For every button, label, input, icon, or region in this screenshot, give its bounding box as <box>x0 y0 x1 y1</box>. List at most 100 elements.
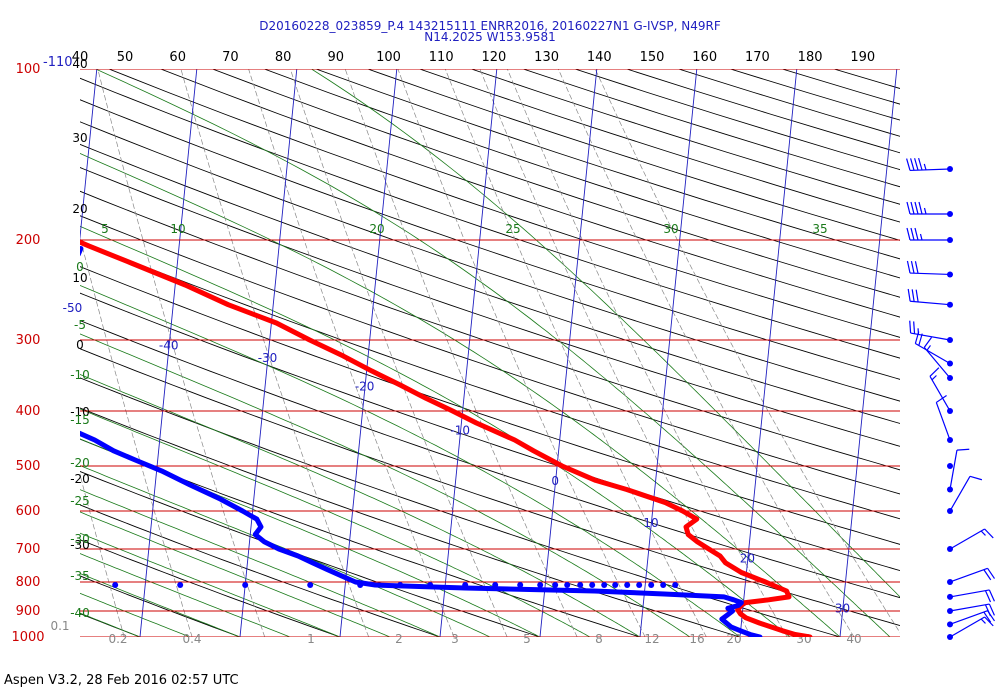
left-axis-label: -30 <box>70 538 90 552</box>
pressure-label: 500 <box>16 459 41 474</box>
mixing-ratio-line <box>97 69 266 637</box>
dry-adiabat <box>212 69 900 298</box>
mixing-ratio-label: 20 <box>726 632 741 646</box>
chart-title-line-1: D20160228_023859_P.4 143215111 ENRR2016,… <box>259 19 721 33</box>
mixing-ratio-label: 0.1 <box>50 619 69 633</box>
left-axis-label: 0 <box>76 338 84 352</box>
left-axis-label: 20 <box>72 202 87 216</box>
dewpoint-point <box>564 582 571 589</box>
dry-adiabat <box>80 407 741 637</box>
mixing-ratio-line <box>248 69 455 637</box>
temperature-series <box>80 239 813 637</box>
left-axis-label: -10 <box>70 368 90 382</box>
left-axis-label: -40 <box>70 606 90 620</box>
wind-barb <box>947 603 995 617</box>
isotherm <box>139 69 198 637</box>
moist-adiabat <box>80 489 441 637</box>
dewpoint-point <box>517 582 524 589</box>
moist-adiabat <box>80 153 841 637</box>
mixing-ratio-line <box>80 235 193 637</box>
isotherm-label: 0 <box>551 474 559 488</box>
dry-adiabat <box>729 69 900 121</box>
dry-adiabat <box>80 143 900 424</box>
dry-adiabat <box>626 69 900 154</box>
dry-adiabat <box>574 69 900 171</box>
top-axis-label: 80 <box>275 50 292 65</box>
wind-barb <box>929 367 953 414</box>
dry-adiabat <box>80 99 900 380</box>
footer-text: Aspen V3.2, 28 Feb 2016 02:57 UTC <box>4 673 239 688</box>
wind-barb <box>947 448 970 493</box>
mixing-ratio-line <box>397 69 646 637</box>
dewpoint-point <box>624 582 631 589</box>
isotherm <box>539 69 598 637</box>
top-axis-label: 160 <box>692 50 717 65</box>
isotherm <box>739 69 798 637</box>
mixing-ratio-label: 2 <box>395 632 403 646</box>
dry-adiabat <box>833 69 900 89</box>
top-axis-label: 130 <box>534 50 559 65</box>
wind-barb <box>907 288 953 308</box>
pressure-label: 300 <box>16 333 41 348</box>
mixing-ratio-line <box>594 69 900 634</box>
wind-barb <box>947 567 996 585</box>
left-axis-label: 40 <box>72 57 87 71</box>
pressure-label: 600 <box>16 504 41 519</box>
top-axis-label: 190 <box>850 50 875 65</box>
dry-adiabat <box>80 167 900 447</box>
wind-barb <box>947 475 983 514</box>
pressure-label: 100 <box>16 62 41 77</box>
dewpoint-point <box>537 582 544 589</box>
dry-adiabat <box>108 69 900 338</box>
mixing-ratio-label: 0.2 <box>108 632 127 646</box>
dewpoint-point <box>660 582 667 589</box>
wind-barb <box>947 528 994 553</box>
left-axis-label: -35 <box>70 569 90 583</box>
moist-adiabat <box>80 374 641 637</box>
dewpoint-point <box>307 582 314 589</box>
wind-barb <box>947 616 994 640</box>
dry-adiabat <box>160 69 900 318</box>
moist-adiabat <box>80 573 241 637</box>
moist-adiabat <box>80 592 191 637</box>
top-axis-label: 50 <box>117 50 134 65</box>
pressure-label: 800 <box>16 575 41 590</box>
pressure-label: 200 <box>16 233 41 248</box>
dewpoint-point <box>589 582 596 589</box>
moist-adiabat <box>80 532 341 637</box>
moist-adiabat <box>80 511 391 637</box>
moist-adiabat <box>95 69 891 637</box>
dewpoint-point <box>648 582 655 589</box>
moist-adiabat-label: 20 <box>369 222 384 236</box>
left-axis-label: -15 <box>70 413 90 427</box>
isotherm-label: 10 <box>643 516 658 530</box>
pressure-label: 700 <box>16 542 41 557</box>
left-axis-label: -20 <box>70 472 90 486</box>
top-axis-label: 90 <box>328 50 345 65</box>
mixing-ratio-label: 5 <box>523 632 531 646</box>
mixing-ratio-line <box>479 69 752 637</box>
dewpoint-point <box>552 582 559 589</box>
pressure-label: 1000 <box>11 630 44 645</box>
isotherm-label: 30 <box>835 601 850 615</box>
dry-adiabat <box>678 69 900 137</box>
isotherm <box>839 69 898 637</box>
moist-adiabat <box>80 465 491 637</box>
dewpoint-point <box>577 582 584 589</box>
dry-adiabat <box>80 575 241 637</box>
dry-adiabat <box>80 190 900 471</box>
dry-adiabat <box>80 539 341 637</box>
isotherm <box>339 69 398 637</box>
moist-adiabat-label: 30 <box>663 222 678 236</box>
chart-title-line-2: N14.2025 W153.9581 <box>424 30 556 44</box>
top-axis-label: 60 <box>169 50 186 65</box>
dewpoint-point <box>612 582 619 589</box>
left-axis-label: 0 <box>76 260 84 274</box>
dewpoint-series <box>80 246 763 637</box>
wind-barb <box>906 260 953 278</box>
dry-adiabat <box>80 438 641 637</box>
wind-barb <box>947 610 996 628</box>
mixing-ratio-line <box>506 69 788 637</box>
dry-adiabat <box>80 266 900 545</box>
